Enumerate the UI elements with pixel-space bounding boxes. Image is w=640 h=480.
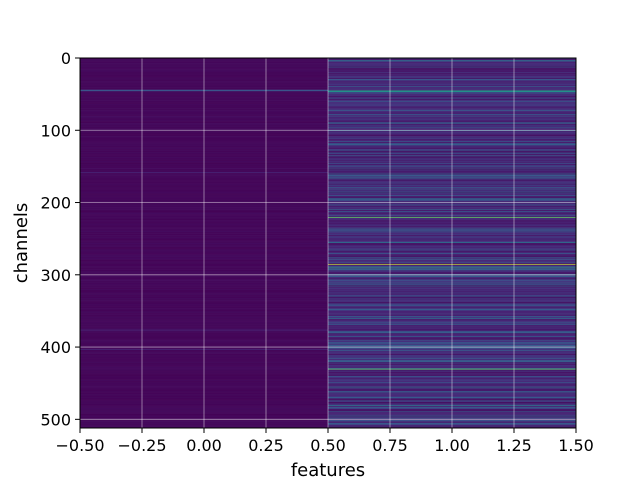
x-tick-label: 0.75 [372,436,408,455]
x-tick-label: 1.25 [496,436,532,455]
x-tick-label: 0.25 [248,436,284,455]
y-tick-label: 500 [40,410,71,429]
x-tick-label: 0.50 [310,436,346,455]
x-tick-label: 1.00 [434,436,470,455]
y-axis-label: channels [11,203,32,284]
x-tick-label: −0.50 [55,436,104,455]
x-tick-label: 1.50 [558,436,594,455]
x-axis-label: features [291,460,365,480]
y-tick-label: 0 [61,49,71,68]
y-axis-ticks: 0 100 200 300 400 500 [40,49,80,429]
y-tick-label: 200 [40,194,71,213]
x-axis-ticks: −0.50 −0.25 0.00 0.25 0.50 0.75 1.00 1.25 1.50 [55,428,594,455]
x-tick-label: −0.25 [117,436,166,455]
y-tick-label: 100 [40,121,71,140]
x-tick-label: 0.00 [186,436,222,455]
y-tick-label: 400 [40,338,71,357]
y-tick-label: 300 [40,266,71,285]
